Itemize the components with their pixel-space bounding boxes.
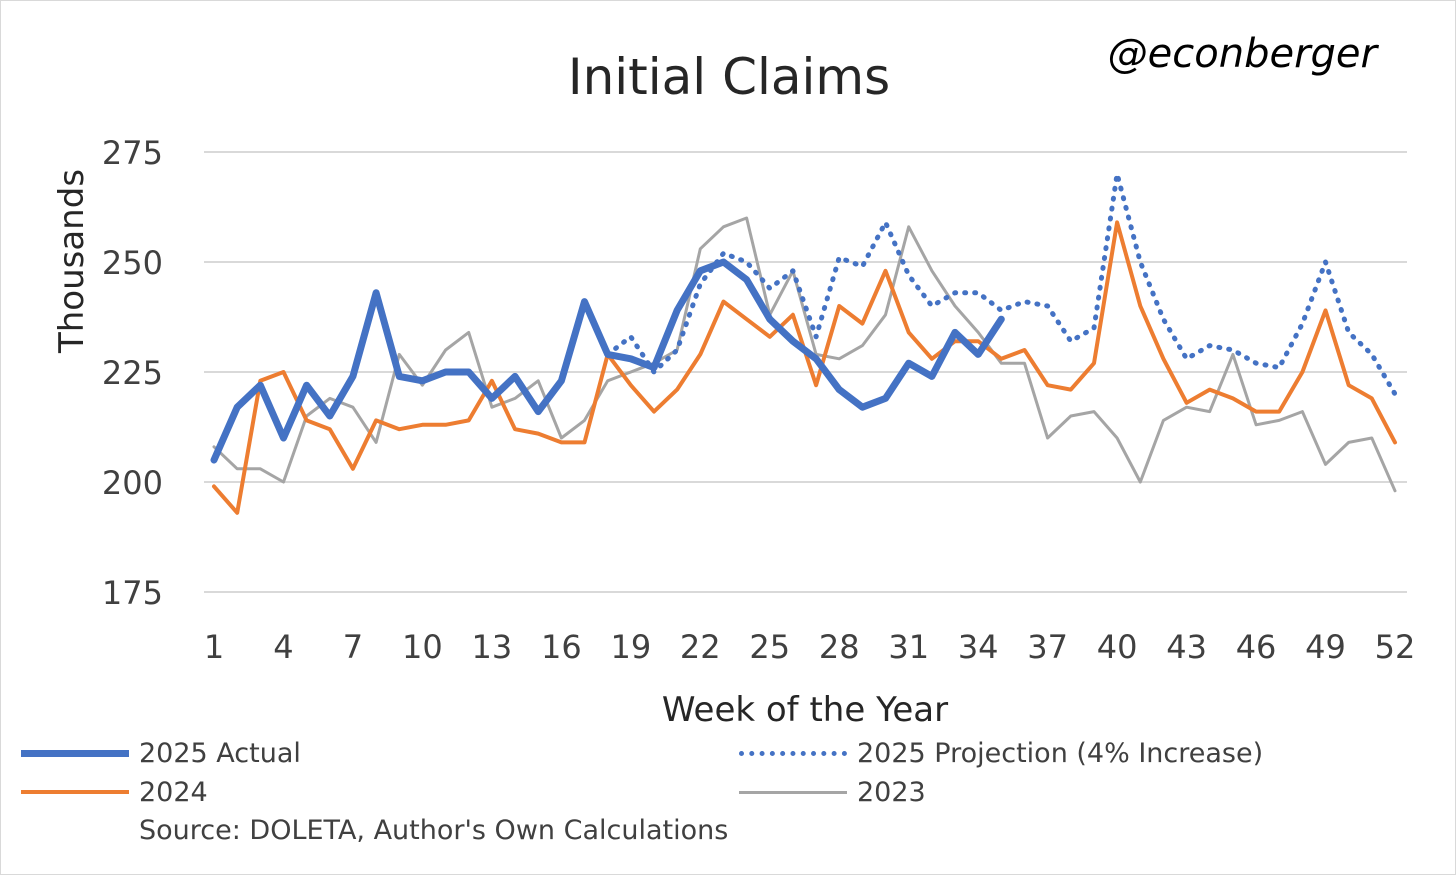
legend-swatch-2024 xyxy=(21,790,129,794)
y-tick-label-225: 225 xyxy=(102,354,163,392)
legend-item-2023: 2023 xyxy=(739,776,926,808)
x-tick-label-49: 49 xyxy=(1305,628,1346,666)
y-tick-labels: 175 200 225 250 275 xyxy=(102,134,163,612)
y-axis-label: Thousands xyxy=(52,169,92,354)
legend-label: 2023 xyxy=(857,776,926,808)
x-tick-label-40: 40 xyxy=(1097,628,1138,666)
x-tick-label-4: 4 xyxy=(273,628,293,666)
y-tick-label-200: 200 xyxy=(102,464,163,502)
legend-item-2024: 2024 xyxy=(21,776,208,808)
x-tick-label-37: 37 xyxy=(1027,628,1068,666)
x-tick-label-19: 19 xyxy=(610,628,651,666)
source-note: Source: DOLETA, Author's Own Calculation… xyxy=(139,814,728,846)
y-tick-label-175: 175 xyxy=(102,574,163,612)
legend-swatch-2025-projection xyxy=(739,750,847,756)
x-tick-label-1: 1 xyxy=(204,628,224,666)
series-line-2024 xyxy=(212,220,1397,515)
x-tick-label-16: 16 xyxy=(541,628,582,666)
x-tick-label-25: 25 xyxy=(749,628,790,666)
x-tick-label-34: 34 xyxy=(958,628,999,666)
series-lines xyxy=(210,171,1398,515)
legend-item-2025-actual: 2025 Actual xyxy=(21,737,301,769)
watermark: @econberger xyxy=(1108,31,1380,77)
x-tick-label-28: 28 xyxy=(819,628,860,666)
x-tick-label-22: 22 xyxy=(680,628,721,666)
legend-label: 2025 Actual xyxy=(139,737,301,769)
x-tick-label-7: 7 xyxy=(343,628,363,666)
x-tick-label-46: 46 xyxy=(1236,628,1277,666)
chart-title: Initial Claims xyxy=(568,48,890,106)
series-line-2025-actual xyxy=(210,258,1005,464)
legend-label: 2025 Projection (4% Increase) xyxy=(857,737,1264,769)
x-tick-label-10: 10 xyxy=(402,628,443,666)
y-tick-label-275: 275 xyxy=(102,134,163,172)
legend-item-2025-projection: 2025 Projection (4% Increase) xyxy=(739,737,1263,769)
legend-label: 2024 xyxy=(139,776,208,808)
x-tick-label-31: 31 xyxy=(888,628,929,666)
y-tick-label-250: 250 xyxy=(102,244,163,282)
gridlines xyxy=(204,151,1407,593)
x-tick-label-13: 13 xyxy=(472,628,513,666)
series-line-2023 xyxy=(212,216,1397,493)
x-axis-label: Week of the Year xyxy=(662,690,948,730)
source-note-text: Source: DOLETA, Author's Own Calculation… xyxy=(139,814,729,846)
series-line-2025-projection-4-increase xyxy=(605,171,1398,397)
x-tick-label-43: 43 xyxy=(1166,628,1207,666)
legend-swatch-2025-actual xyxy=(21,749,129,757)
x-tick-labels: 1 4 7 10 13 16 19 22 25 28 31 34 37 40 43 46 49 52 xyxy=(204,628,1416,666)
x-tick-label-52: 52 xyxy=(1375,628,1416,666)
legend-swatch-2023 xyxy=(739,790,847,794)
